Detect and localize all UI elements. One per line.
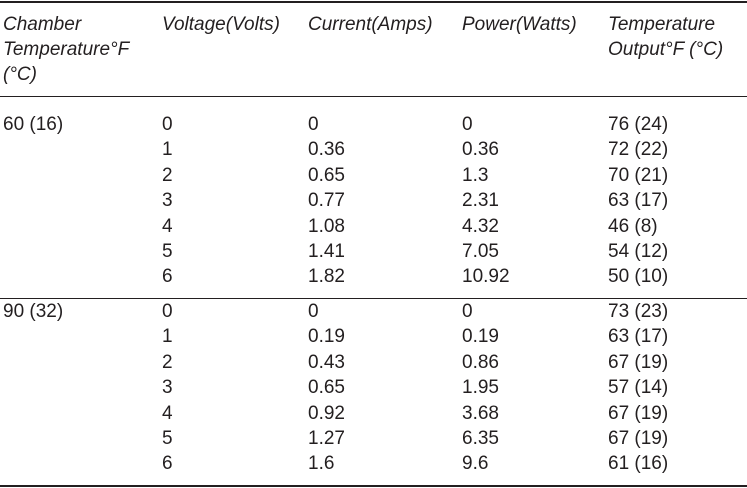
header-voltage: Voltage(Volts) [162,14,280,35]
voltage-cell: 0 [162,301,173,322]
voltage-cell: 4 [162,402,173,424]
voltage-cell: 5 [162,428,173,449]
voltage-cell: 3 [162,190,173,212]
voltage-cell: 2 [162,164,173,186]
power-cell: 1.95 [462,377,499,399]
current-cell: 1.82 [308,266,345,288]
current-cell: 0.36 [308,139,345,161]
temperature-output-cell: 63 (17) [608,326,669,348]
temperature-output-cell: 72 (22) [608,139,669,161]
table-top-rule [0,1,747,3]
voltage-cell: 6 [162,266,173,288]
temperature-output-cell: 76 (24) [608,114,669,135]
temperature-output-cell: 67 (19) [608,402,669,424]
power-cell: 1.3 [462,164,489,186]
header-current: Current(Amps) [308,14,433,35]
header-rule [0,96,747,97]
power-cell: 3.68 [462,402,499,424]
group-divider-rule [0,298,747,299]
voltage-cell: 6 [162,453,173,475]
voltage-cell: 1 [162,139,173,161]
power-cell: 4.32 [462,215,499,237]
temperature-output-cell: 67 (19) [608,351,669,373]
current-cell: 0 [308,114,319,135]
current-cell: 1.27 [308,428,345,449]
current-cell: 0.92 [308,402,345,424]
voltage-cell: 4 [162,215,173,237]
current-cell: 0 [308,301,319,322]
current-cell: 0.19 [308,326,345,348]
power-cell: 10.92 [462,266,510,288]
current-cell: 1.08 [308,215,345,237]
voltage-cell: 0 [162,114,173,135]
header-chamber-temperature: Chamber Temperature°F (°C) [3,14,130,85]
voltage-cell: 1 [162,326,173,348]
chamber-temperature-cell: 90 (32) [3,301,64,322]
power-cell: 2.31 [462,190,499,212]
header-temperature-output: Temperature Output°F (°C) [608,14,724,60]
power-cell: 0.36 [462,139,499,161]
temperature-output-cell: 61 (16) [608,453,669,475]
current-cell: 1.41 [308,241,345,262]
current-cell: 0.43 [308,351,345,373]
power-cell: 7.05 [462,241,499,262]
temperature-output-cell: 57 (14) [608,377,669,399]
table-bottom-rule [0,485,747,487]
power-cell: 0.86 [462,351,499,373]
voltage-cell: 2 [162,351,173,373]
current-cell: 0.77 [308,190,345,212]
power-cell: 0 [462,301,473,322]
temperature-output-cell: 54 (12) [608,241,669,262]
voltage-cell: 5 [162,241,173,262]
power-cell: 0 [462,114,473,135]
temperature-output-cell: 70 (21) [608,164,669,186]
voltage-cell: 3 [162,377,173,399]
current-cell: 1.6 [308,453,335,475]
current-cell: 0.65 [308,377,345,399]
temperature-output-cell: 63 (17) [608,190,669,212]
header-power: Power(Watts) [462,14,577,35]
chamber-temperature-cell: 60 (16) [3,114,64,135]
power-cell: 9.6 [462,453,489,475]
power-cell: 6.35 [462,428,499,449]
current-cell: 0.65 [308,164,345,186]
temperature-output-cell: 50 (10) [608,266,669,288]
temperature-output-cell: 73 (23) [608,301,669,322]
power-cell: 0.19 [462,326,499,348]
temperature-output-cell: 67 (19) [608,428,669,449]
temperature-output-cell: 46 (8) [608,215,658,237]
